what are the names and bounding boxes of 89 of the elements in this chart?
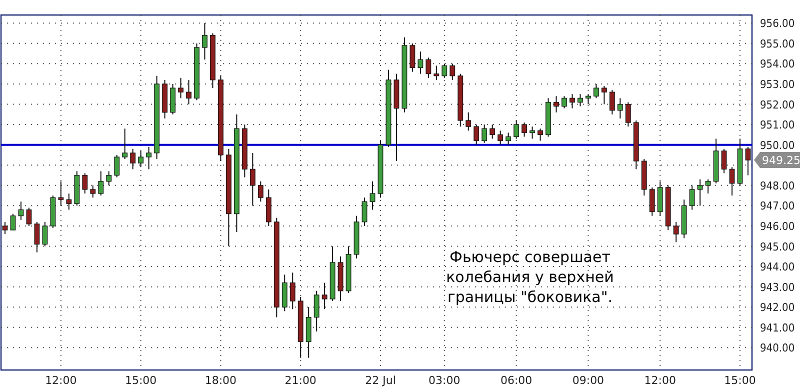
candlestick — [290, 272, 296, 310]
candlestick — [609, 90, 615, 115]
x-tick-label: 12:00 — [644, 374, 676, 387]
candlestick — [490, 124, 496, 140]
y-tick-label: 946.00 — [760, 220, 795, 233]
candlestick — [522, 122, 527, 138]
candlestick — [578, 94, 583, 107]
y-tick-label: 940.00 — [760, 342, 795, 355]
y-tick-label: 955.00 — [760, 37, 795, 50]
y-tick-label: 947.00 — [760, 200, 795, 213]
y-tick-label: 941.00 — [760, 321, 795, 334]
candlestick — [594, 83, 599, 99]
annotation: Фьючерс совершает колебания у верхней границы "боковика". — [446, 248, 614, 306]
candlestick — [114, 154, 120, 178]
candlestick — [314, 290, 320, 332]
x-tick-label: 12:00 — [45, 374, 77, 387]
candlestick — [466, 112, 472, 132]
x-tick-label: 06:00 — [500, 374, 532, 387]
y-tick-label: 952.00 — [760, 98, 795, 112]
candlestick — [130, 148, 136, 170]
candlestick — [18, 201, 24, 220]
candlestick — [10, 213, 16, 231]
x-tick-label: 21:00 — [284, 374, 316, 387]
candlestick — [530, 126, 535, 140]
y-tick-label: 956.00 — [760, 17, 795, 30]
candlestick — [482, 124, 488, 144]
candlestick — [98, 170, 104, 196]
candlestick — [434, 65, 440, 80]
y-tick-label: 951.00 — [760, 118, 795, 132]
candlestick — [82, 172, 88, 194]
y-tick-label: 942.00 — [760, 301, 795, 314]
candlestick — [498, 130, 504, 146]
y-tick-label: 954.00 — [760, 58, 795, 71]
candlestick — [705, 178, 711, 194]
candlestick — [178, 77, 184, 99]
candlestick — [570, 94, 575, 109]
candlestick — [122, 128, 128, 160]
candlestick — [689, 184, 695, 210]
candlestick — [506, 132, 512, 146]
candlestick — [649, 186, 655, 216]
candlestick — [186, 79, 192, 105]
candlestick — [2, 221, 8, 235]
candlestick — [42, 221, 48, 247]
y-tick-label: 950.00 — [760, 138, 795, 152]
candlestick — [721, 148, 727, 174]
candlestick — [697, 178, 703, 206]
candlestick — [450, 63, 456, 80]
candlestick — [410, 42, 416, 72]
x-tick-label: 15:00 — [724, 374, 756, 387]
candlestick — [745, 146, 751, 176]
candlestick — [106, 170, 112, 186]
x-tick-label: 15:00 — [124, 374, 157, 387]
candlestick — [625, 102, 631, 128]
y-tick-label: 953.00 — [760, 78, 795, 91]
candlestick — [258, 180, 264, 202]
candlestick — [426, 57, 432, 78]
x-tick-label: 18:00 — [204, 374, 237, 387]
candlestick — [602, 86, 607, 105]
candlestick — [442, 63, 448, 78]
candlestick — [202, 22, 208, 60]
candlestick — [250, 152, 256, 206]
candlestick — [146, 146, 152, 170]
y-tick-label: 945.00 — [760, 240, 795, 254]
text: 949.25 — [762, 154, 800, 168]
x-tick-label: 09:00 — [572, 374, 604, 387]
candlestick — [562, 96, 567, 109]
candlestick — [418, 51, 424, 74]
candlestick — [58, 180, 64, 206]
candlestick — [586, 94, 591, 105]
candlestick — [474, 124, 480, 146]
x-tick-label: 22 Jul — [365, 374, 396, 387]
candlestick — [322, 282, 328, 310]
candlestick — [34, 221, 40, 253]
candlestick — [66, 193, 72, 210]
candlestick — [538, 128, 543, 142]
candlestick — [138, 150, 144, 168]
candlestick — [26, 207, 32, 226]
y-tick-label: 943.00 — [760, 280, 795, 294]
candlestick — [90, 184, 96, 198]
y-tick-label: 948.00 — [760, 179, 795, 192]
y-tick-label: 944.00 — [760, 260, 795, 274]
candlestick — [673, 221, 679, 243]
candlestick — [554, 96, 559, 113]
candlestick — [370, 180, 376, 210]
candlestick — [362, 197, 368, 226]
candlestick — [617, 98, 623, 119]
candlestick — [729, 166, 735, 196]
x-tick-label: 03:00 — [428, 374, 460, 387]
candlestick — [514, 120, 520, 140]
